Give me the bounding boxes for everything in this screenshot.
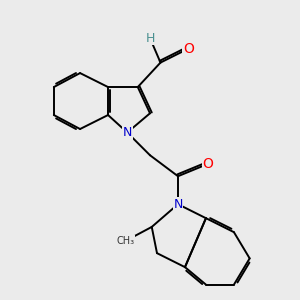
Text: O: O <box>183 42 194 56</box>
Text: N: N <box>173 198 183 211</box>
Text: H: H <box>145 32 155 45</box>
Text: N: N <box>123 126 132 139</box>
Text: O: O <box>202 157 213 171</box>
Text: CH₃: CH₃ <box>116 236 135 246</box>
